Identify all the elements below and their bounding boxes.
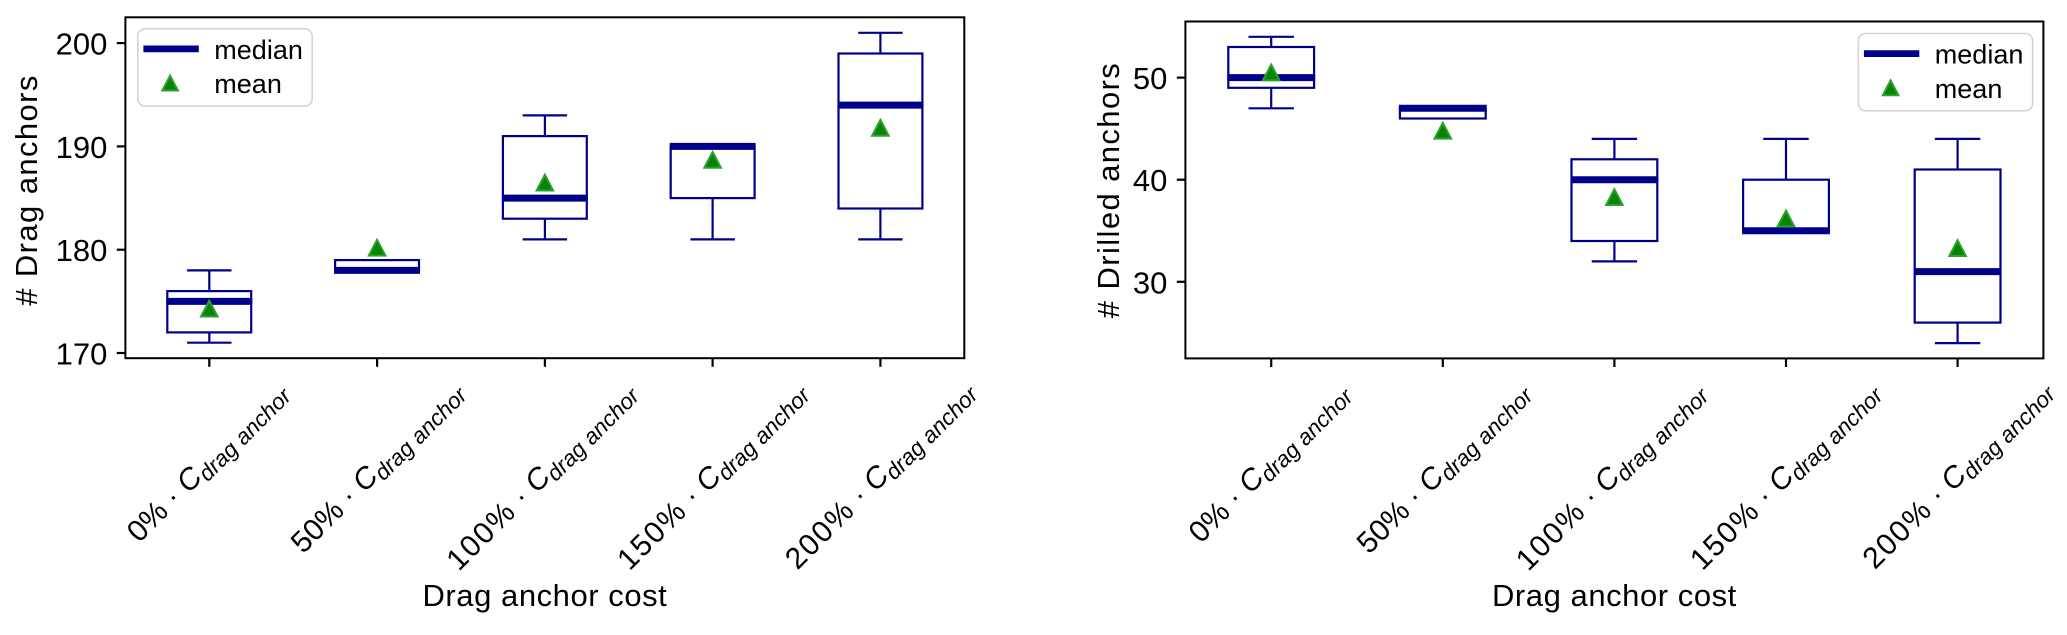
svg-text:median: median [1935,40,2024,70]
svg-text:# Drilled anchors: # Drilled anchors [1091,62,1126,318]
svg-text:190: 190 [56,130,108,165]
svg-text:50: 50 [1133,61,1167,96]
svg-text:170: 170 [56,337,108,372]
svg-text:median: median [214,35,303,65]
svg-text:30: 30 [1133,265,1167,300]
svg-text:Drag anchor cost: Drag anchor cost [1492,578,1737,613]
svg-text:mean: mean [214,69,282,99]
svg-text:Drag anchor cost: Drag anchor cost [422,578,667,613]
svg-text:mean: mean [1935,74,2003,104]
svg-text:# Drag anchors: # Drag anchors [9,74,44,306]
svg-text:200: 200 [56,27,108,62]
svg-text:40: 40 [1133,163,1167,198]
svg-text:180: 180 [56,233,108,268]
